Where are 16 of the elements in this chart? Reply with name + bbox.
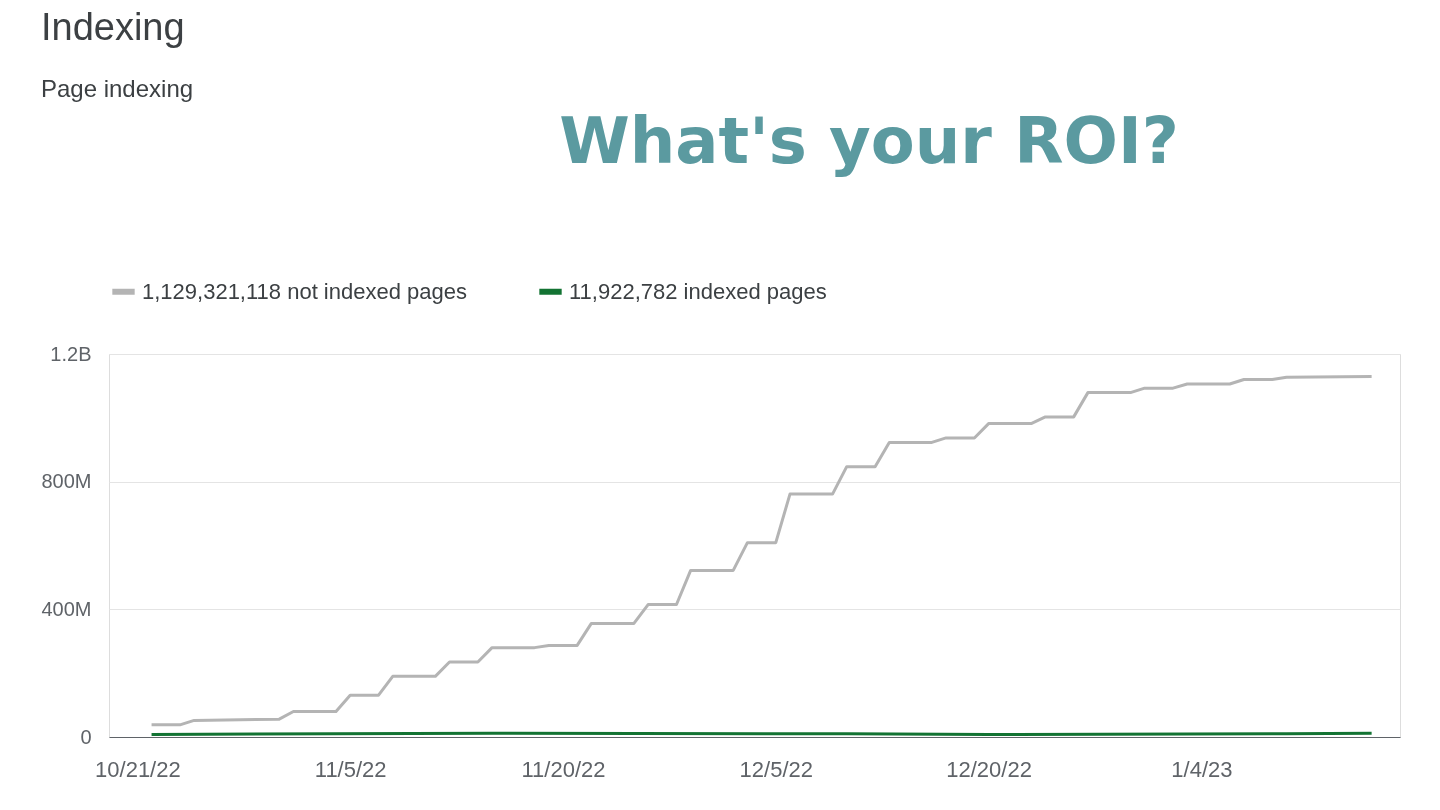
legend-label: 1,129,321,118 not indexed pages	[142, 278, 467, 304]
legend-label: 11,922,782 indexed pages	[569, 278, 827, 304]
x-tick-label: 11/5/22	[314, 756, 387, 782]
x-tick-label: 10/21/22	[95, 756, 181, 782]
line-series	[150, 375, 1374, 727]
chart-subtitle: Page indexing	[40, 75, 194, 102]
x-tick-label: 1/4/23	[1171, 756, 1233, 782]
y-tick-label: 400M	[41, 597, 92, 620]
y-tick-label: 800M	[41, 470, 92, 493]
text: What's your ROI?	[559, 104, 1179, 178]
chart-title: Indexing	[40, 6, 185, 48]
x-tick-label: 11/20/22	[521, 756, 606, 782]
x-tick-label: 12/20/22	[946, 756, 1032, 782]
y-tick-label: 1.2B	[50, 342, 92, 365]
y-tick-label: 0	[80, 725, 92, 748]
x-tick-label: 12/5/22	[739, 756, 813, 782]
